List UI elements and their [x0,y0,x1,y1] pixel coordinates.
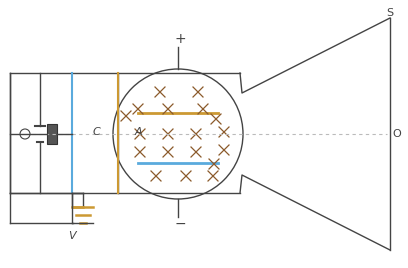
Text: S: S [386,8,394,18]
Text: −: − [174,217,186,231]
Text: C: C [92,127,100,137]
Text: +: + [174,32,186,46]
Text: A: A [134,127,142,137]
Bar [47,124,57,144]
Text: V: V [68,231,76,241]
Text: O: O [392,129,401,139]
